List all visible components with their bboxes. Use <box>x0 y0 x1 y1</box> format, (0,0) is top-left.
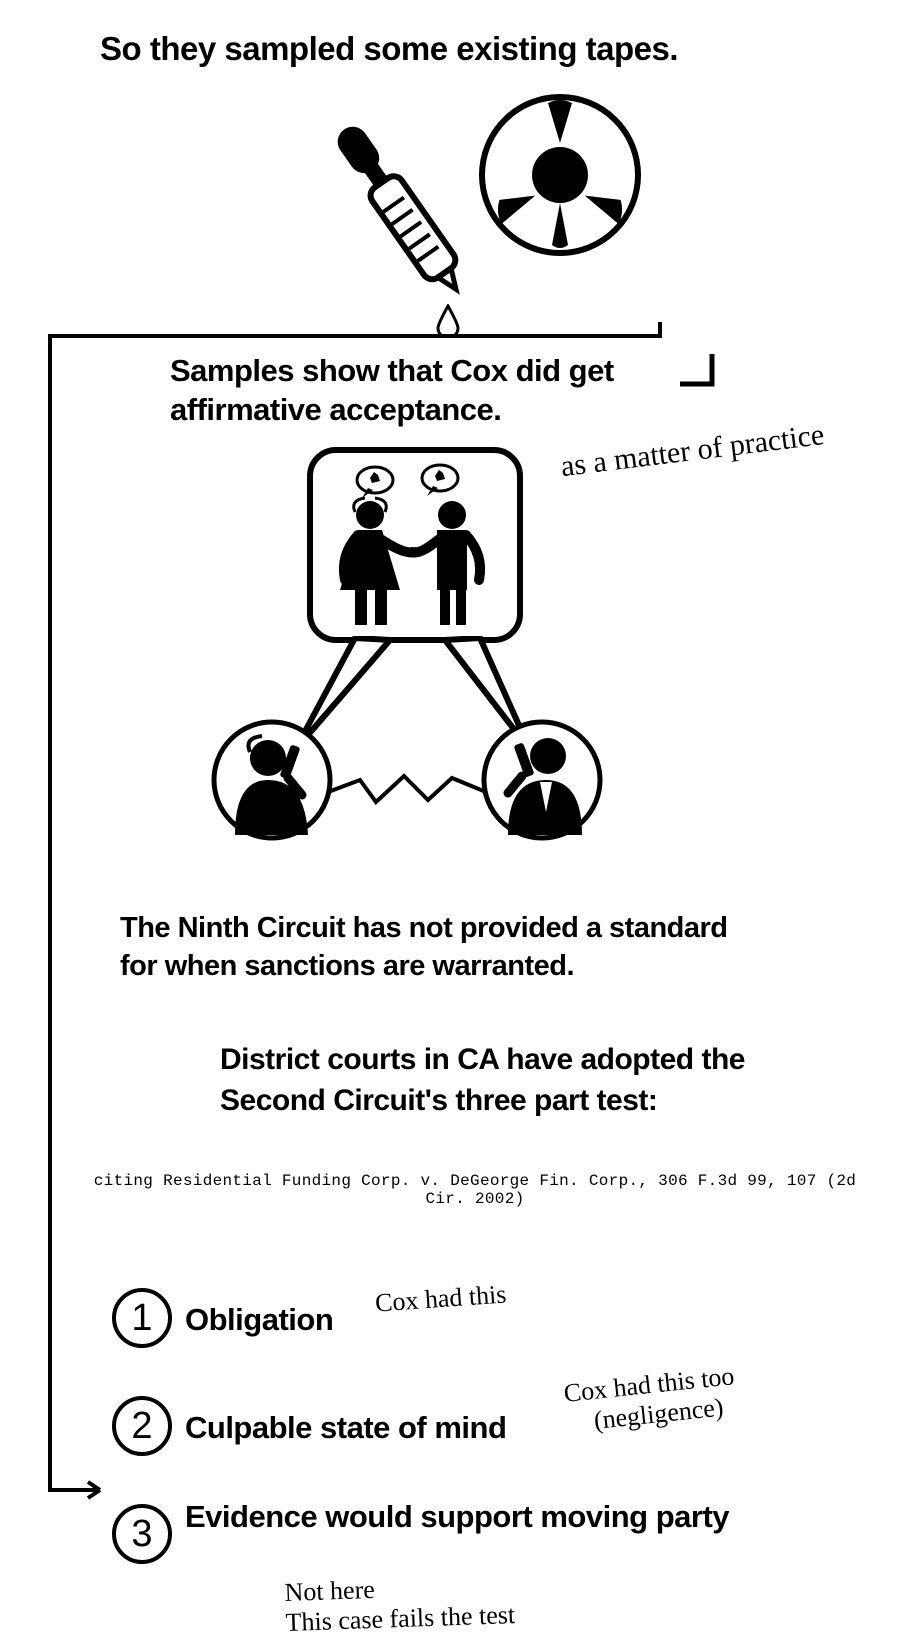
test-list: 1 Obligation Cox had this 2 Culpable sta… <box>110 1280 870 1626</box>
citation-text: citing Residential Funding Corp. v. DeGe… <box>85 1172 865 1208</box>
ninth-circuit-text: The Ninth Circuit has not provided a sta… <box>120 910 740 985</box>
section-samples-heading: Samples show that Cox did get affirmativ… <box>170 352 730 430</box>
dropper-icon <box>329 119 470 299</box>
test-item-1: 1 Obligation Cox had this <box>110 1280 870 1380</box>
bracket-icon <box>678 350 718 390</box>
test-item-3-label: Evidence would support moving party <box>185 1498 745 1537</box>
num-circle-1: 1 <box>110 1286 174 1350</box>
caller-left-icon <box>214 722 330 838</box>
test-item-1-label: Obligation <box>185 1302 333 1338</box>
district-courts-text: District courts in CA have adopted the S… <box>220 1040 840 1121</box>
tape-reel-icon <box>482 97 638 253</box>
num-circle-3: 3 <box>110 1502 174 1566</box>
svg-text:1: 1 <box>131 1297 152 1339</box>
test-item-3: 3 Evidence would support moving party No… <box>110 1496 870 1626</box>
test-item-2-label: Culpable state of mind <box>185 1410 506 1446</box>
svg-text:3: 3 <box>131 1513 152 1555</box>
sampling-illustration <box>240 85 660 315</box>
svg-text:2: 2 <box>131 1405 152 1447</box>
acceptance-illustration <box>190 440 620 870</box>
test-item-2: 2 Culpable state of mind Cox had this to… <box>110 1388 870 1488</box>
test-item-3-note: Not here This case fails the test <box>284 1570 516 1638</box>
caller-right-icon <box>484 722 600 838</box>
test-item-1-note: Cox had this <box>374 1279 507 1318</box>
page-title: So they sampled some existing tapes. <box>100 30 800 68</box>
num-circle-2: 2 <box>110 1394 174 1458</box>
